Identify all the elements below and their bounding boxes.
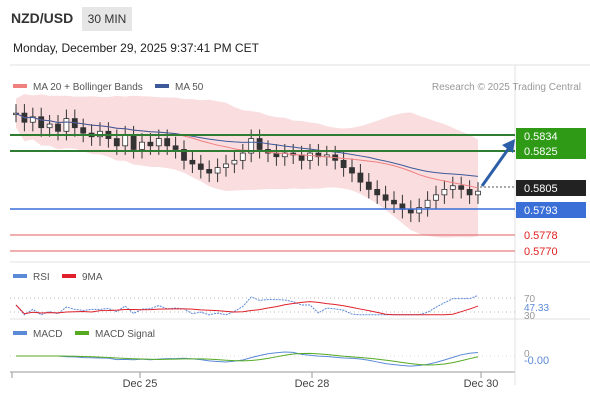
level-box-1 xyxy=(516,143,586,159)
candle-body xyxy=(407,208,414,214)
candle-body xyxy=(139,141,145,150)
candle-body xyxy=(365,181,372,190)
candle-body xyxy=(416,207,423,214)
candle-body xyxy=(214,167,221,174)
candle-body xyxy=(113,138,120,147)
rsi-ma-legend-label: 9MA xyxy=(82,272,103,283)
rsi-value-label: 47.33 xyxy=(524,303,549,314)
candle-body xyxy=(122,134,129,147)
candle-body xyxy=(340,159,347,169)
candle-body xyxy=(55,123,61,132)
symbol-title: NZD/USD xyxy=(11,10,74,26)
ma50-legend-label: MA 50 xyxy=(175,82,204,93)
level-label-2: 0.5805 xyxy=(524,183,558,195)
candle-body xyxy=(197,163,204,170)
ma50-line xyxy=(15,112,479,177)
candle-body xyxy=(248,138,255,154)
candle-body xyxy=(374,188,381,196)
candle-body xyxy=(382,194,389,201)
level-box-3 xyxy=(516,202,586,218)
candle-body xyxy=(63,118,70,132)
ma20-legend-label: MA 20 + Bollinger Bands xyxy=(33,82,143,93)
ma20-legend-swatch xyxy=(13,84,27,88)
candle-body xyxy=(391,199,397,205)
candle-body xyxy=(256,138,263,150)
level-box-0 xyxy=(516,128,586,144)
rsi-ma-line xyxy=(15,301,479,316)
ma50-legend-swatch xyxy=(155,84,169,88)
candle-body xyxy=(164,138,171,147)
candle-body xyxy=(130,134,137,150)
rsi-legend-swatch xyxy=(13,274,27,278)
candles-group xyxy=(13,104,481,223)
candle-body xyxy=(231,159,238,165)
candle-body xyxy=(80,127,87,134)
rsi-legend-label: RSI xyxy=(33,272,50,283)
macd-legend-swatch xyxy=(13,331,27,335)
forecast-arrow-head xyxy=(502,139,515,153)
candle-body xyxy=(155,138,162,147)
candle-body xyxy=(206,169,213,174)
x-tick-label-2: Dec 30 xyxy=(464,378,499,390)
macd-legend-label: MACD xyxy=(33,329,62,340)
level-box-2 xyxy=(516,180,586,196)
candle-body xyxy=(181,149,187,161)
chart-datetime: Monday, December 29, 2025 9:37:41 PM CET xyxy=(13,41,259,55)
rsi-30-label: 30 xyxy=(524,311,536,322)
candle-body xyxy=(307,152,313,161)
level-label-4: 0.5778 xyxy=(524,230,558,242)
macd-value-label: -0.00 xyxy=(524,355,549,367)
macd-line xyxy=(16,351,479,367)
candle-body xyxy=(147,141,154,147)
timeframe-badge[interactable]: 30 MIN xyxy=(82,7,132,31)
rsi-70-label: 70 xyxy=(524,294,536,305)
macd-signal-legend-label: MACD Signal xyxy=(95,329,155,340)
level-label-0: 0.5834 xyxy=(524,131,558,143)
candle-body xyxy=(239,152,246,161)
candle-body xyxy=(29,116,36,123)
x-tick-label-0: Dec 25 xyxy=(123,378,158,390)
candle-body xyxy=(357,172,364,183)
candle-body xyxy=(315,152,322,158)
candle-body xyxy=(466,188,473,196)
forecast-arrow-shaft xyxy=(480,147,511,187)
candle-body xyxy=(223,163,229,169)
candle-body xyxy=(441,188,448,196)
bollinger-band xyxy=(16,94,478,238)
level-label-1: 0.5825 xyxy=(524,146,558,158)
candle-body xyxy=(189,159,196,165)
macd-signal-line xyxy=(16,352,479,366)
candle-body xyxy=(433,194,439,201)
x-tick-label-1: Dec 28 xyxy=(295,378,330,390)
candle-body xyxy=(298,154,305,161)
macd-signal-legend-swatch xyxy=(75,331,89,335)
macd-zero-label: 0 xyxy=(524,349,530,360)
rsi-ma-legend-swatch xyxy=(62,274,76,278)
rsi-line xyxy=(15,294,479,316)
candle-body xyxy=(424,199,431,208)
candle-body xyxy=(46,123,53,129)
candle-body xyxy=(475,190,481,196)
level-label-3: 0.5793 xyxy=(524,205,558,217)
credit-text: Research © 2025 Trading Central xyxy=(432,82,581,93)
candle-body xyxy=(38,116,45,129)
candle-body xyxy=(449,185,456,190)
candle-body xyxy=(458,185,465,190)
candle-body xyxy=(349,167,355,174)
level-label-5: 0.5770 xyxy=(524,246,558,258)
candle-body xyxy=(172,145,179,150)
